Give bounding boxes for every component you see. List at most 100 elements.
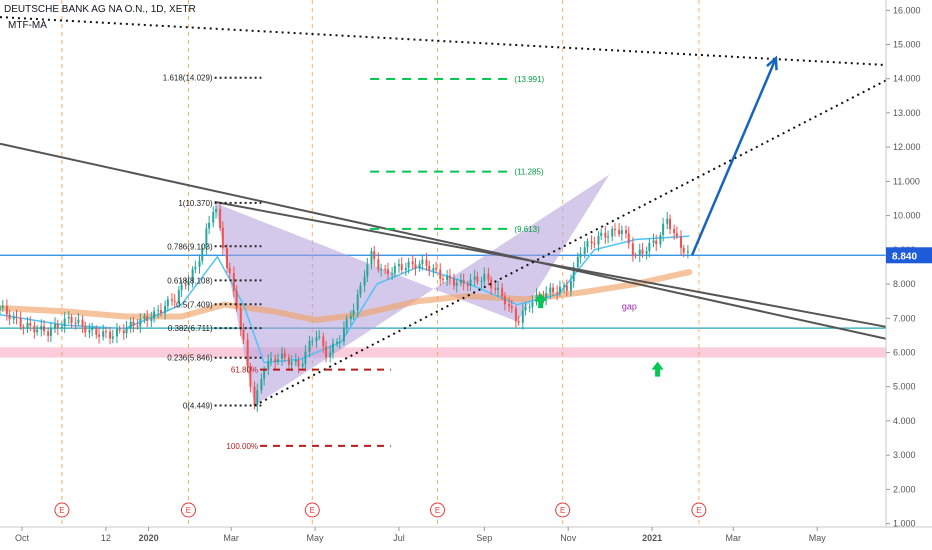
candle-body [129, 321, 132, 328]
candle-body [308, 341, 311, 352]
price-tick-label: 14.000 [893, 74, 921, 84]
candle-body [336, 341, 339, 344]
candle-body [377, 259, 380, 270]
candle-body [67, 316, 70, 319]
candle-body [611, 229, 614, 237]
price-tick-label: 2.000 [893, 484, 916, 494]
candle-body [641, 249, 644, 254]
candle-body [208, 222, 211, 229]
price-tick-label: 10.000 [893, 211, 921, 221]
candle-body [503, 296, 506, 305]
fib-level-label: 0(4.449) [183, 402, 213, 411]
time-tick-label: 2020 [139, 533, 159, 543]
candle-body [249, 366, 252, 387]
candle-body [631, 243, 634, 256]
candle-body [54, 324, 57, 329]
candle-body [56, 324, 59, 329]
price-tick-label: 16.000 [893, 5, 921, 15]
candle-body [111, 336, 114, 339]
candle-body [81, 319, 84, 327]
fib-level-label: 0.786(9.103) [167, 242, 213, 251]
candle-body [620, 229, 623, 235]
time-tick-label: 2021 [642, 533, 662, 543]
time-tick-label: Nov [560, 533, 577, 543]
candle-body [166, 299, 169, 307]
candle-body [136, 325, 139, 327]
candle-body [487, 273, 490, 280]
candle-body [139, 318, 142, 327]
candle-body [329, 352, 332, 358]
candle-body [198, 260, 201, 267]
projection-arrow [690, 57, 778, 256]
symbol-title-text: DEUTSCHE BANK AG NA O.N., 1D, XETR [4, 4, 196, 15]
candle-body [521, 310, 524, 323]
candle-body [260, 378, 263, 391]
earnings-marker[interactable] [54, 502, 70, 518]
candle-body [184, 284, 187, 286]
candle-body [290, 362, 293, 365]
candle-body [549, 287, 552, 294]
candle-body [74, 322, 77, 324]
candle-body [109, 331, 112, 339]
candle-body [349, 315, 352, 320]
candle-body [624, 229, 627, 234]
time-axis-bg [0, 527, 932, 550]
fib-level-label: 0.618(8.108) [167, 276, 213, 285]
candle-body [318, 336, 321, 338]
indicator-label: MTF-MA [8, 20, 47, 31]
candle-body [345, 319, 348, 328]
candle-body [552, 287, 555, 293]
time-tick-label: Mar [726, 533, 742, 543]
candle-body [180, 284, 183, 291]
candle-body [270, 358, 273, 361]
earnings-marker[interactable] [304, 502, 320, 518]
candle-body [49, 328, 52, 336]
candle-body [157, 310, 160, 312]
candle-body [428, 265, 431, 271]
candle-body [613, 229, 616, 231]
candle-body [153, 311, 156, 319]
earnings-marker[interactable] [180, 502, 196, 518]
candle-body [563, 285, 566, 287]
candle-body [221, 227, 224, 249]
candle-body [301, 363, 304, 367]
candle-body [404, 267, 407, 270]
candle-body [19, 317, 22, 327]
candle-body [212, 211, 215, 223]
candle-body [125, 327, 128, 334]
last-price-tag[interactable] [886, 247, 932, 264]
candle-body [510, 306, 513, 309]
candle-body [228, 267, 231, 274]
candle-body [43, 326, 46, 332]
candle-body [411, 261, 414, 265]
candle-body [170, 299, 173, 301]
time-tick-label: Jul [393, 533, 405, 543]
price-tick-label: 15.000 [893, 39, 921, 49]
candle-body [425, 259, 428, 266]
support-band [0, 347, 886, 358]
candle-body [102, 331, 105, 337]
candle-body [63, 318, 66, 327]
projection-arrow-head [766, 55, 778, 71]
candle-body [607, 236, 610, 238]
candle-body [194, 266, 197, 270]
candle-body [531, 302, 534, 307]
price-tick-label: 11.000 [893, 176, 920, 186]
earnings-marker[interactable] [429, 502, 445, 518]
target-level-label: (13.991) [514, 75, 544, 84]
candle-body [40, 326, 43, 330]
candle-body [359, 285, 362, 295]
candle-body [104, 331, 107, 333]
green-up-arrow [534, 293, 547, 309]
earnings-marker[interactable] [555, 502, 571, 518]
candle-body [638, 249, 641, 256]
candle-body [159, 310, 162, 314]
candle-body [267, 360, 270, 370]
earnings-marker[interactable] [691, 502, 707, 518]
price-tick-label: 1.000 [893, 519, 916, 529]
candle-body [191, 269, 194, 282]
candle-body [239, 308, 242, 330]
candle-body [232, 273, 235, 291]
candle-body [115, 328, 118, 337]
